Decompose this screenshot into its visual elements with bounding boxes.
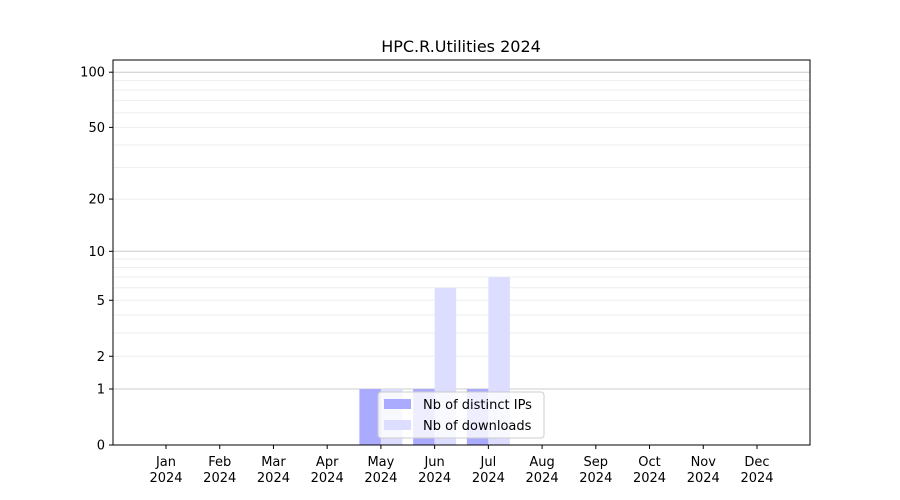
x-tick-label: Aug — [529, 455, 554, 470]
plot-frame — [112, 59, 811, 446]
x-tick-label: 2024 — [311, 471, 344, 486]
x-tick-label: 2024 — [257, 471, 290, 486]
legend: Nb of distinct IPs Nb of downloads — [377, 391, 545, 439]
legend-box — [377, 391, 545, 439]
x-tick-label: 2024 — [579, 471, 612, 486]
legend-swatch — [384, 420, 411, 430]
chart-title: HPC.R.Utilities 2024 — [381, 37, 541, 56]
x-tick-label: 2024 — [149, 471, 182, 486]
x-tick-label: 2024 — [633, 471, 666, 486]
x-tick-label: Jun — [423, 455, 444, 470]
x-tick-label: 2024 — [364, 471, 397, 486]
x-tick-label: Oct — [638, 455, 660, 470]
legend-label: Nb of downloads — [423, 419, 532, 434]
x-tick-label: 2024 — [687, 471, 720, 486]
y-tick-label: 20 — [88, 193, 105, 208]
y-tick-label: 1 — [97, 383, 105, 398]
bar-distinct-ips — [359, 389, 381, 445]
x-tick-label: Nov — [691, 455, 717, 470]
x-tick-label: Jul — [480, 455, 497, 470]
x-tick-label: May — [367, 455, 394, 470]
x-tick-label: Apr — [316, 455, 339, 470]
x-tick-label: Feb — [208, 455, 231, 470]
legend-label: Nb of distinct IPs — [423, 398, 532, 413]
x-tick-label: 2024 — [526, 471, 559, 486]
x-tick-label: 2024 — [418, 471, 451, 486]
x-tick-label: 2024 — [203, 471, 236, 486]
x-tick-label: Mar — [261, 455, 286, 470]
x-tick-label: 2024 — [472, 471, 505, 486]
y-tick-label: 10 — [88, 245, 105, 260]
y-tick-label: 100 — [80, 66, 105, 81]
y-tick-label: 50 — [88, 121, 105, 136]
legend-swatch — [384, 399, 411, 409]
y-tick-label: 2 — [97, 350, 105, 365]
x-tick-label: 2024 — [740, 471, 773, 486]
x-tick-label: Jan — [155, 455, 176, 470]
y-tick-label: 5 — [97, 294, 105, 309]
y-tick-label: 0 — [97, 439, 105, 454]
x-tick-label: Sep — [584, 455, 609, 470]
x-tick-label: Dec — [744, 455, 769, 470]
